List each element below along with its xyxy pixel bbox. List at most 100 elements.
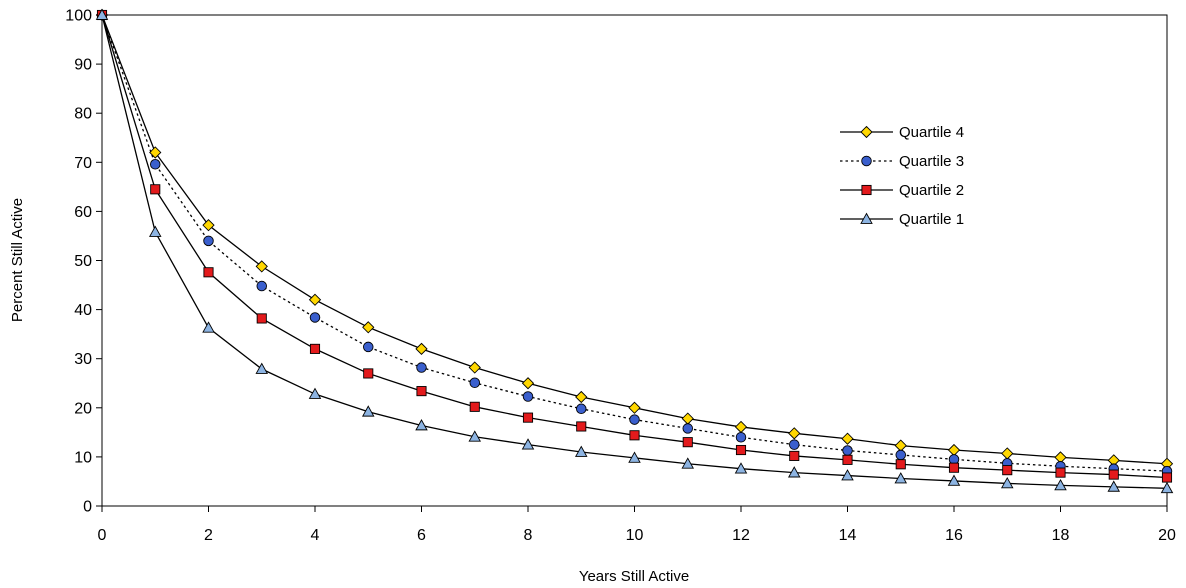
data-point <box>575 390 588 404</box>
y-tick-label: 90 <box>74 57 92 74</box>
data-point <box>734 462 748 474</box>
data-point <box>629 414 640 425</box>
data-point <box>895 449 907 461</box>
series-line <box>101 14 1168 465</box>
y-tick-label: 20 <box>74 400 92 417</box>
legend-entry: Quartile 3 <box>840 153 964 170</box>
data-point <box>202 321 215 333</box>
data-point <box>894 472 908 484</box>
data-point <box>309 312 321 323</box>
data-point <box>469 401 480 412</box>
data-point <box>841 432 854 445</box>
data-point <box>576 421 587 432</box>
y-tick-label: 60 <box>74 204 92 221</box>
x-tick-label: 0 <box>98 527 107 544</box>
data-point <box>469 377 481 389</box>
data-point <box>363 341 374 353</box>
data-point <box>362 321 375 334</box>
data-point <box>789 439 800 450</box>
y-tick-label: 40 <box>74 302 92 319</box>
legend-label: Quartile 4 <box>899 124 964 141</box>
data-point <box>203 235 214 247</box>
legend-marker <box>861 155 872 167</box>
y-tick-label: 0 <box>83 499 92 516</box>
data-point <box>150 184 161 195</box>
data-point <box>682 437 693 448</box>
data-point <box>415 342 428 356</box>
y-tick-label: 50 <box>74 253 92 270</box>
data-point <box>894 439 907 452</box>
legend-marker <box>861 184 872 196</box>
data-point <box>468 361 481 374</box>
legend-entry: Quartile 1 <box>840 211 964 228</box>
data-point <box>734 420 748 434</box>
data-point <box>309 343 321 354</box>
x-tick-label: 10 <box>626 527 644 544</box>
data-point <box>149 146 162 159</box>
x-tick-label: 18 <box>1052 527 1070 544</box>
x-tick-label: 2 <box>204 527 213 544</box>
data-point <box>522 412 534 423</box>
data-point <box>947 474 961 486</box>
data-point <box>255 260 268 273</box>
x-tick-label: 8 <box>524 527 533 544</box>
data-point <box>308 387 322 399</box>
data-point <box>361 405 375 417</box>
data-point <box>416 362 427 373</box>
series-quartile-2 <box>96 9 1173 483</box>
data-point <box>521 438 535 450</box>
data-point <box>522 391 534 402</box>
data-point <box>1107 480 1121 492</box>
data-point <box>735 432 747 443</box>
data-point <box>947 443 961 457</box>
data-point <box>1055 467 1066 478</box>
data-point <box>842 454 853 465</box>
data-point <box>1000 476 1014 489</box>
data-point <box>576 403 587 415</box>
data-point <box>681 412 694 425</box>
data-point <box>681 457 695 469</box>
data-point <box>842 445 853 456</box>
data-point <box>574 445 588 457</box>
data-point <box>148 225 162 237</box>
x-tick-label: 4 <box>311 527 320 544</box>
data-point <box>628 401 641 414</box>
legend-label: Quartile 1 <box>899 211 964 228</box>
data-point <box>256 313 267 324</box>
x-tick-label: 20 <box>1158 527 1176 544</box>
data-point <box>789 450 800 461</box>
x-tick-label: 16 <box>945 527 963 544</box>
y-axis: 0 10 20 30 40 50 60 70 80 90 100 <box>65 8 102 516</box>
y-tick-label: 80 <box>74 106 92 123</box>
data-point <box>682 423 694 434</box>
data-point <box>948 462 960 473</box>
data-point <box>95 8 109 20</box>
series-quartile-1 <box>95 8 1174 494</box>
y-tick-label: 100 <box>65 8 92 25</box>
data-point <box>256 280 268 292</box>
y-tick-label: 30 <box>74 351 92 368</box>
data-point <box>1002 465 1013 476</box>
legend-label: Quartile 3 <box>899 153 964 170</box>
legend-entry: Quartile 4 <box>840 124 964 141</box>
legend-entry: Quartile 2 <box>840 182 964 199</box>
data-point <box>149 159 161 170</box>
x-tick-label: 6 <box>417 527 426 544</box>
data-point <box>308 293 322 306</box>
data-point <box>735 444 747 456</box>
x-axis: 0 2 4 6 8 10 12 14 16 18 20 <box>98 506 1176 544</box>
data-point <box>1108 469 1119 480</box>
data-point <box>521 377 535 390</box>
data-point <box>1160 481 1174 494</box>
data-point <box>363 368 374 379</box>
x-tick-label: 12 <box>732 527 750 544</box>
x-tick-label: 14 <box>839 527 857 544</box>
data-point <box>1001 447 1014 460</box>
series-layer <box>95 8 1174 494</box>
y-axis-title: Percent Still Active <box>9 198 26 322</box>
series-quartile-4 <box>95 8 1174 470</box>
legend: Quartile 4 Quartile 3 Quartile 2 Quartile 1 <box>840 124 964 228</box>
legend-label: Quartile 2 <box>899 182 964 199</box>
data-point <box>416 386 427 397</box>
